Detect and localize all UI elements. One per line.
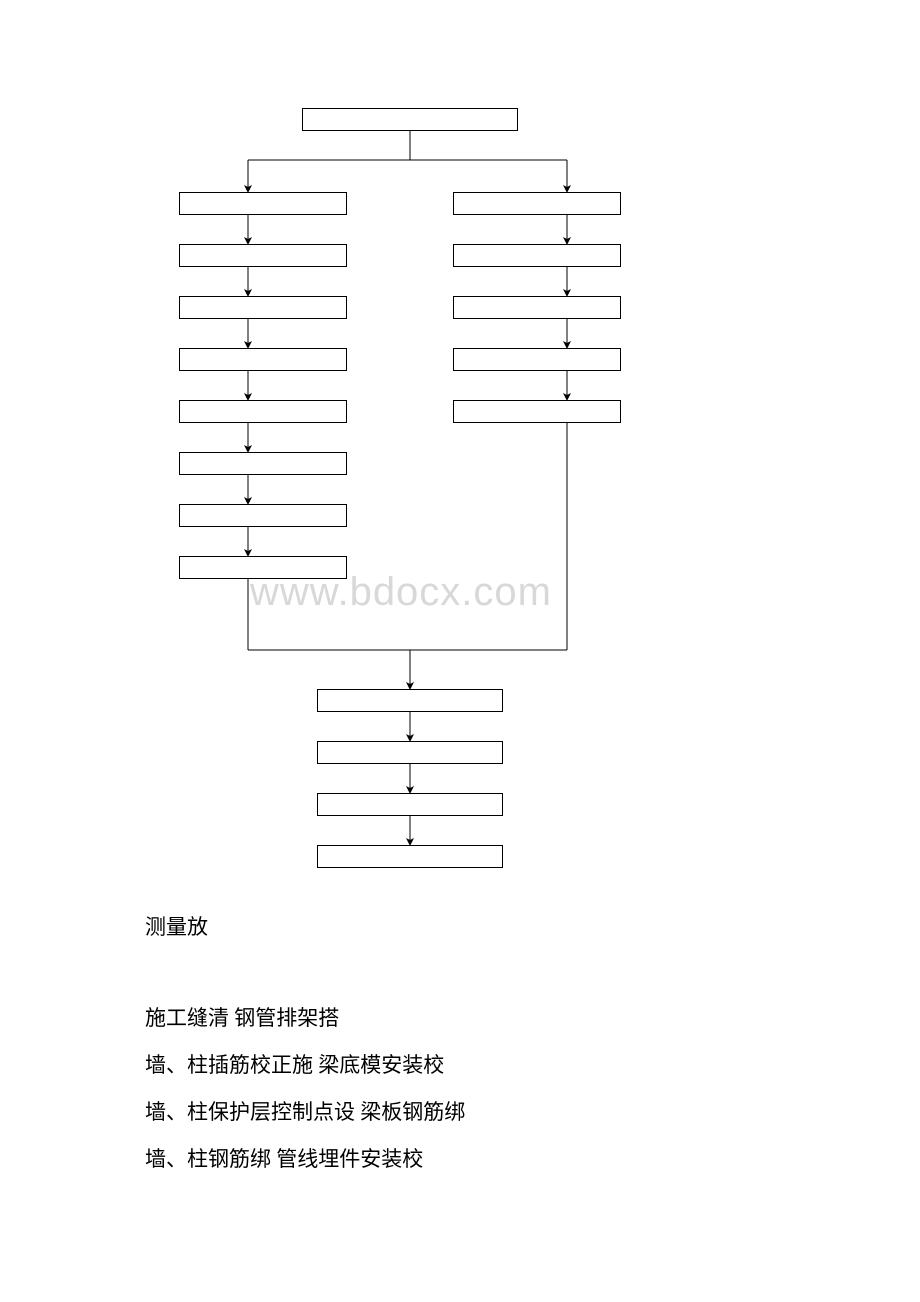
flowchart-node-l4 <box>179 348 347 371</box>
flowchart-node-r5 <box>453 400 621 423</box>
flowchart-node-b3 <box>317 793 503 816</box>
flowchart-node-b2 <box>317 741 503 764</box>
flowchart-node-b4 <box>317 845 503 868</box>
flowchart-node-r2 <box>453 244 621 267</box>
flowchart-node-l3 <box>179 296 347 319</box>
flowchart-node-l1 <box>179 192 347 215</box>
caption-line-5: 墙、柱钢筋绑 管线埋件安装校 <box>145 1144 423 1176</box>
caption-line-1: 测量放 <box>145 912 208 944</box>
flowchart-node-b1 <box>317 689 503 712</box>
flowchart-node-l2 <box>179 244 347 267</box>
flowchart-node-top <box>302 108 518 131</box>
flowchart-node-l8 <box>179 556 347 579</box>
flowchart-node-r1 <box>453 192 621 215</box>
caption-line-3: 墙、柱插筋校正施 梁底模安装校 <box>145 1050 444 1082</box>
flowchart-connectors <box>0 0 920 900</box>
flowchart-node-r4 <box>453 348 621 371</box>
caption-line-2: 施工缝清 钢管排架搭 <box>145 1003 339 1035</box>
flowchart-node-r3 <box>453 296 621 319</box>
flowchart-node-l6 <box>179 452 347 475</box>
caption-line-4: 墙、柱保护层控制点设 梁板钢筋绑 <box>145 1097 465 1129</box>
flowchart-node-l7 <box>179 504 347 527</box>
flowchart-node-l5 <box>179 400 347 423</box>
